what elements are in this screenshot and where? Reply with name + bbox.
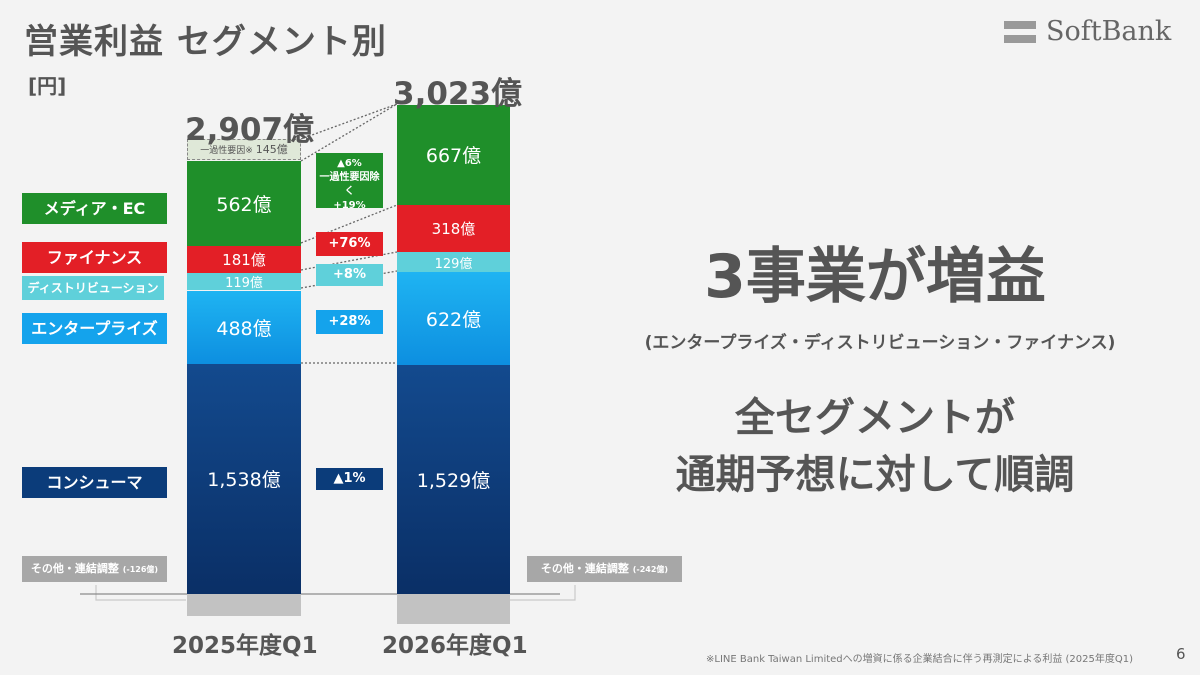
one-time-mark: ※	[245, 146, 253, 156]
bar-segment-media-ec: 562億	[187, 161, 301, 246]
bar-value-label: 318億	[431, 220, 476, 239]
bar-segment-distribution: 119億	[187, 272, 301, 291]
total-2025: 2,907億	[185, 112, 315, 148]
legend-distribution: ディストリビューション	[22, 276, 164, 300]
bar-2025-q1: 1,538億 488億 119億 181億 562億	[187, 161, 301, 594]
unit-label: [円]	[28, 74, 67, 98]
adjustment-block-2025	[187, 594, 301, 616]
bar-value-label: 1,529億	[416, 469, 491, 492]
footnote: ※LINE Bank Taiwan Limitedへの増資に係る企業結合に伴う再…	[706, 654, 1134, 665]
one-time-factor-box: 一過性要因※ 145億	[187, 139, 301, 160]
change-media-ec: ▲6% 一過性要因除く +19%	[316, 153, 383, 211]
headline-sub: (エンタープライズ・ディストリビューション・ファイナンス)	[644, 333, 1116, 353]
page-title: 営業利益 セグメント別	[24, 22, 387, 62]
other-adjustment-2026: その他・連結調整 (-242億)	[527, 556, 682, 582]
other-adjustment-label: その他・連結調整	[30, 562, 119, 575]
bar-value-label: 119億	[225, 276, 263, 291]
change-distribution: +8%	[316, 264, 383, 286]
bar-value-label: 488億	[216, 317, 272, 340]
total-2026: 3,023億	[393, 76, 523, 112]
bar-value-label: 562億	[216, 193, 272, 216]
logo-bars-icon	[1004, 21, 1036, 49]
other-adjustment-value: (-126億)	[122, 565, 159, 574]
legend-media-ec: メディア・EC	[22, 193, 167, 224]
message-line-1: 全セグメントが	[735, 395, 1015, 441]
softbank-logo: SoftBank	[1004, 16, 1174, 50]
bar-segment-media-ec: 667億	[397, 104, 510, 205]
bar-segment-distribution: 129億	[397, 252, 510, 272]
change-consumer: ▲1%	[316, 468, 383, 490]
bar-2026-q1: 1,529億 622億 129億 318億 667億	[397, 104, 510, 594]
change-enterprise: +28%	[316, 310, 383, 334]
x-label-2025: 2025年度Q1	[172, 633, 318, 659]
change-finance: +76%	[316, 232, 383, 256]
bar-segment-consumer: 1,538億	[187, 363, 301, 594]
bar-value-label: 622億	[425, 308, 482, 331]
one-time-value: 145億	[255, 143, 288, 156]
other-adjustment-label: その他・連結調整	[540, 562, 629, 575]
x-label-2026: 2026年度Q1	[382, 633, 528, 659]
bar-segment-finance: 181億	[187, 245, 301, 273]
page-number: 6	[1176, 645, 1186, 663]
headline: 3事業が増益	[704, 242, 1046, 312]
bar-value-label: 667億	[425, 145, 482, 168]
message-line-2: 通期予想に対して順調	[675, 452, 1075, 498]
bar-segment-enterprise: 622億	[397, 271, 510, 365]
bar-segment-enterprise: 488億	[187, 290, 301, 364]
one-time-label: 一過性要因	[200, 146, 246, 156]
adjustment-block-2026	[397, 594, 510, 624]
legend-consumer: コンシューマ	[22, 467, 167, 498]
other-adjustment-value: (-242億)	[632, 565, 669, 574]
legend-finance: ファイナンス	[22, 242, 167, 273]
bar-segment-consumer: 1,529億	[397, 364, 510, 594]
bar-value-label: 129億	[434, 256, 473, 272]
bar-value-label: 1,538億	[207, 469, 281, 492]
bar-segment-finance: 318億	[397, 204, 510, 253]
bar-value-label: 181億	[222, 250, 266, 269]
legend-enterprise: エンタープライズ	[22, 313, 167, 344]
other-adjustment-2025: その他・連結調整 (-126億)	[22, 556, 167, 582]
logo-text: SoftBank	[1046, 16, 1172, 47]
